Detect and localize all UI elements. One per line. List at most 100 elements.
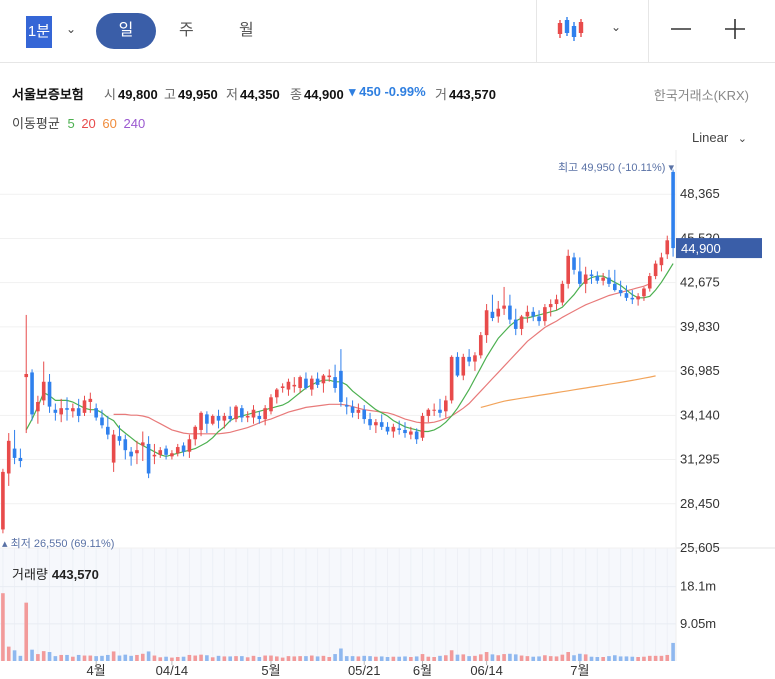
current-price-label: 44,900	[681, 241, 721, 256]
tab-month[interactable]: 월	[239, 22, 254, 39]
candlestick-icon[interactable]	[556, 14, 586, 44]
volume-bar	[339, 648, 343, 661]
volume-bar	[356, 656, 361, 661]
chevron-down-icon: ⌄	[737, 133, 747, 145]
volume-bar	[665, 654, 670, 661]
y-tick-label: 34,140	[680, 407, 720, 422]
candle	[659, 257, 664, 266]
candle	[292, 384, 297, 387]
candle	[350, 406, 355, 413]
candle	[467, 356, 471, 362]
candle	[94, 408, 98, 418]
x-tick-label: 4월	[87, 663, 106, 678]
interval-selector[interactable]: 1분	[26, 16, 52, 48]
tab-week[interactable]: 주	[179, 22, 194, 39]
exchange-label: 한국거래소(KRX)	[653, 88, 749, 103]
candle	[607, 277, 611, 284]
volume-bar	[12, 650, 17, 661]
volume-bar	[543, 655, 547, 661]
candle	[502, 305, 506, 309]
candle	[630, 297, 635, 300]
candle	[374, 422, 378, 426]
candles	[1, 169, 675, 534]
volume-bar	[304, 656, 308, 661]
volume-bar	[65, 654, 69, 661]
candle	[642, 288, 646, 297]
candle	[595, 276, 600, 281]
volume-bar	[286, 656, 291, 661]
candle	[647, 276, 652, 289]
close-price: 종 44,900	[290, 87, 344, 102]
volume-bar	[210, 657, 215, 661]
price-chart[interactable]: 48,36545,52042,67539,83036,98534,14031,2…	[0, 150, 775, 679]
volume-bar	[88, 655, 93, 661]
candle	[420, 415, 425, 438]
ma20-line	[113, 283, 651, 435]
volume-bar	[47, 652, 52, 661]
volume-bar	[490, 654, 495, 661]
volume-bar	[36, 654, 40, 661]
volume-tick-label: 18.1m	[680, 579, 716, 594]
candle	[269, 397, 273, 412]
candle	[71, 408, 75, 412]
candle	[531, 311, 536, 317]
volume-bar	[379, 656, 384, 661]
volume-bar	[24, 602, 29, 661]
scale-selector[interactable]: Linear ⌄	[692, 130, 747, 145]
candle	[613, 283, 617, 291]
chevron-down-icon[interactable]: ⌄	[611, 20, 622, 34]
volume-bar	[473, 655, 477, 661]
volume-bar	[18, 655, 23, 661]
volume-bar	[228, 656, 232, 661]
volume-bar	[560, 654, 565, 661]
volume-tick-label: 9.05m	[680, 616, 716, 631]
volume-bar	[123, 654, 128, 661]
candle	[82, 400, 87, 413]
candle	[508, 305, 512, 320]
candle	[100, 417, 104, 426]
candle	[210, 415, 215, 424]
volume-bar	[111, 651, 116, 661]
volume-bar	[140, 653, 145, 661]
volume-bar	[193, 655, 198, 661]
divider	[648, 0, 649, 62]
volume-bar	[642, 656, 646, 661]
candle	[193, 426, 198, 440]
candle	[473, 355, 477, 362]
candle	[414, 431, 419, 440]
candle	[181, 445, 186, 452]
minus-icon[interactable]	[666, 14, 696, 44]
y-tick-label: 36,985	[680, 363, 720, 378]
quote-bar: 서울보증보험 시 49,800 고 49,950 저 44,350 종 44,900 ▾…	[0, 76, 775, 106]
volume-bar	[601, 657, 605, 661]
volume-bar	[146, 651, 151, 661]
candle	[286, 381, 291, 390]
candle	[513, 319, 518, 329]
volume-bar	[6, 646, 11, 661]
low-price: 저 44,350	[226, 87, 280, 102]
volume-bar	[374, 656, 378, 661]
moving-average-legend[interactable]: 이동평균 5 20 60 240	[12, 113, 145, 132]
tab-day[interactable]: 일	[96, 13, 156, 49]
ma-20: 20	[81, 116, 96, 131]
volume-bar	[275, 656, 279, 661]
x-tick-label: 6월	[413, 663, 432, 678]
divider	[536, 0, 537, 62]
volume-bar	[321, 655, 326, 661]
plus-icon[interactable]	[720, 14, 750, 44]
chevron-down-icon[interactable]: ⌄	[66, 22, 77, 36]
candle	[484, 310, 489, 336]
y-tick-label: 42,675	[680, 275, 720, 290]
volume-bar	[245, 657, 250, 661]
volume-bar	[478, 654, 483, 661]
candle	[170, 453, 174, 457]
open-price: 시 49,800	[104, 87, 158, 102]
candle	[391, 426, 396, 432]
candle	[158, 450, 163, 455]
candle	[36, 401, 40, 412]
volume-bar	[82, 655, 87, 661]
volume-bar	[496, 655, 501, 661]
volume-bar	[438, 655, 442, 661]
volume-bar	[298, 656, 302, 661]
y-tick-label: 39,830	[680, 319, 720, 334]
